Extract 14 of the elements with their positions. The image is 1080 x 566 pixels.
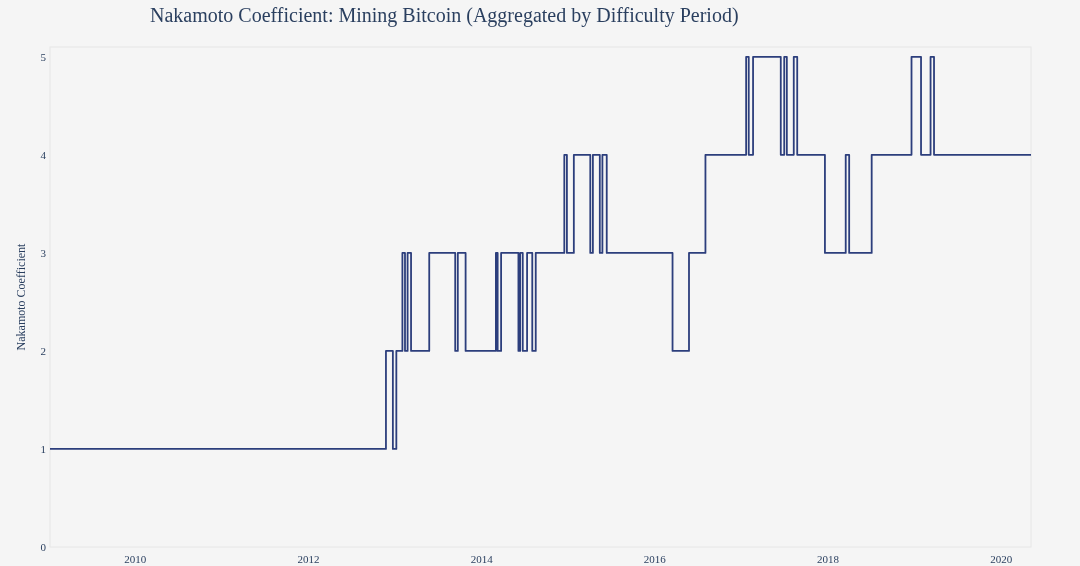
- y-tick-label: 0: [40, 541, 47, 554]
- x-tick-label: 2014: [470, 552, 494, 565]
- x-tick-label: 2016: [643, 552, 667, 565]
- y-tick-label: 3: [40, 246, 47, 259]
- y-tick-label: 2: [40, 344, 46, 357]
- y-tick-label: 4: [40, 148, 47, 161]
- x-tick-label: 2020: [990, 552, 1013, 565]
- y-tick-label: 1: [40, 442, 46, 455]
- chart-title: Nakamoto Coefficient: Mining Bitcoin (Aggregated by Difficulty Period): [150, 4, 739, 27]
- x-tick-label: 2018: [817, 552, 840, 565]
- x-tick-label: 2012: [297, 552, 320, 565]
- y-axis-title: Nakamoto Coefficient: [14, 242, 28, 351]
- y-tick-label: 5: [40, 50, 47, 63]
- x-tick-label: 2010: [124, 552, 147, 565]
